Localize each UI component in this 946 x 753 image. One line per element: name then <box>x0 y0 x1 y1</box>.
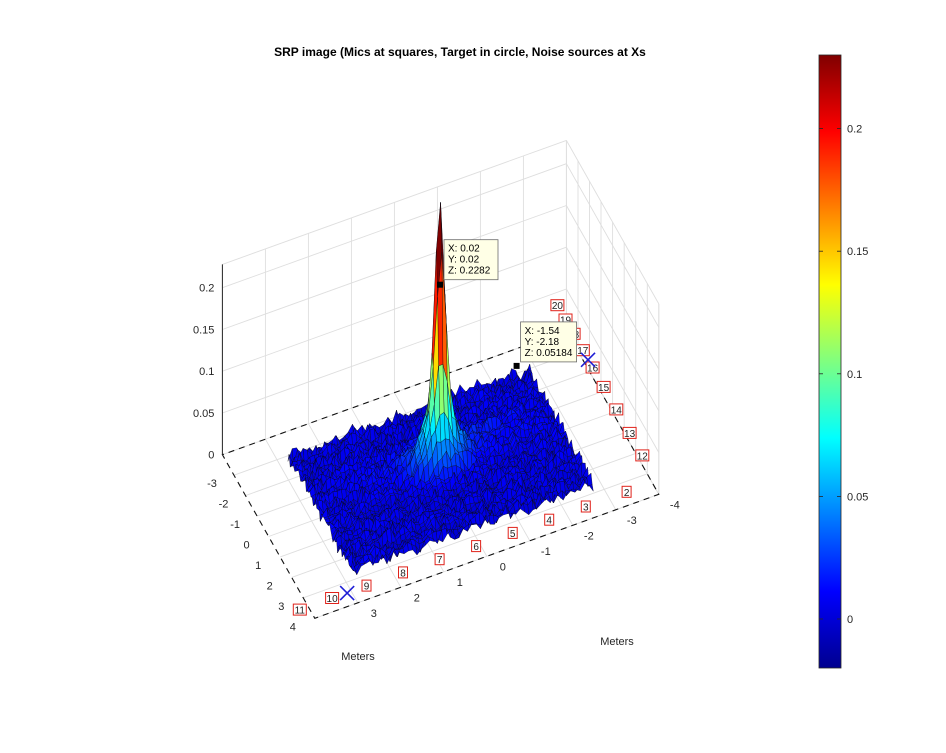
mic-marker: 10 <box>325 592 340 605</box>
grid-line <box>222 288 567 414</box>
y-tick-label: 0 <box>500 561 506 573</box>
mic-label: 20 <box>552 301 564 312</box>
x-tick-label: 3 <box>278 601 284 613</box>
z-tick-label: 0.05 <box>193 408 214 420</box>
mic-marker: 12 <box>635 449 650 462</box>
y-tick-label: 1 <box>457 577 463 589</box>
y-axis-label: Meters <box>600 636 634 648</box>
colorbar-tick-label: 0 <box>847 614 853 626</box>
mic-label: 6 <box>473 542 479 553</box>
x-tick-label: 0 <box>244 540 250 552</box>
mic-marker: 14 <box>609 403 624 416</box>
mic-marker: 6 <box>471 540 482 553</box>
x-tick-label: 2 <box>267 580 273 592</box>
mic-label: 4 <box>546 516 552 527</box>
grid-line <box>222 139 567 265</box>
mic-marker: 4 <box>544 513 555 527</box>
grid-line <box>566 163 660 328</box>
datatip-line: Y: 0.02 <box>448 255 480 266</box>
mic-label: 10 <box>327 594 339 605</box>
mic-label: 17 <box>577 346 589 357</box>
x-tick-label: 1 <box>255 560 261 572</box>
colorbar-gradient <box>818 54 842 669</box>
mic-label: 2 <box>624 488 630 499</box>
mic-marker: 3 <box>580 500 591 514</box>
z-tick-label: 0 <box>208 450 214 462</box>
colorbar-tick-label: 0.15 <box>847 246 868 258</box>
mic-marker: 9 <box>361 579 372 593</box>
mic-label: 14 <box>611 405 623 416</box>
y-tick-label: -3 <box>627 515 637 527</box>
mic-label: 15 <box>598 383 610 394</box>
mic-label: 13 <box>624 429 636 440</box>
grid-line <box>566 246 660 412</box>
grid-line <box>222 246 567 372</box>
datatip: X: 0.02Y: 0.02Z: 0.2282 <box>437 239 499 288</box>
y-tick-label: 2 <box>414 592 420 604</box>
mic-marker: 11 <box>292 603 307 617</box>
x-tick-label: -2 <box>219 499 229 511</box>
mic-label: 3 <box>583 503 589 514</box>
mic-label: 9 <box>364 582 370 593</box>
colorbar-tick-label: 0.1 <box>847 369 862 381</box>
marker-layer: 234567891011121314151617181920 <box>292 299 650 617</box>
x-axis-label: Meters <box>341 651 375 663</box>
floor-outline <box>221 330 660 619</box>
grid-line <box>566 205 660 370</box>
noise-source-marker <box>339 585 355 601</box>
x-tick-label: -1 <box>230 519 240 531</box>
mic-label: 11 <box>295 606 306 617</box>
mic-label: 12 <box>637 451 649 462</box>
mic-label: 5 <box>510 529 516 540</box>
mic-label: 16 <box>587 364 599 375</box>
x-tick-label: 4 <box>290 621 296 633</box>
datatip: X: -1.54Y: -2.18Z: 0.05184 <box>513 321 577 369</box>
surface-facet <box>351 561 357 575</box>
y-tick-label: -2 <box>584 530 594 542</box>
y-tick-label: -1 <box>541 546 551 558</box>
grid-line <box>566 140 660 305</box>
datatip-line: Z: 0.2282 <box>448 266 491 277</box>
floor-frame <box>221 330 660 619</box>
mic-marker: 8 <box>398 566 408 579</box>
x-tick-label: -3 <box>207 478 217 490</box>
y-tick-label: -4 <box>670 499 680 511</box>
mic-label: 8 <box>400 568 406 579</box>
z-tick-label: 0.15 <box>193 325 214 337</box>
mic-label: 19 <box>560 316 572 327</box>
mic-marker: 5 <box>507 526 518 540</box>
mic-marker: 20 <box>550 299 565 312</box>
mic-marker: 15 <box>596 380 611 394</box>
grid-line <box>222 205 567 330</box>
datatip-line: X: -1.54 <box>525 326 560 337</box>
colorbar-tick-label: 0.05 <box>847 491 868 503</box>
grid-line <box>265 438 359 604</box>
srp-surface <box>287 202 594 576</box>
z-tick-label: 0.1 <box>199 366 214 378</box>
mic-marker: 16 <box>585 361 600 375</box>
colorbar-tick-label: 0.2 <box>847 124 862 136</box>
datatip-line: Y: -2.18 <box>525 337 560 348</box>
mic-label: 7 <box>437 555 443 566</box>
noise-source-marker <box>580 352 596 368</box>
mic-marker: 7 <box>434 553 445 566</box>
chart-title: SRP image (Mics at squares, Target in ci… <box>274 45 646 59</box>
grid-line <box>523 345 617 511</box>
datatip-line: X: 0.02 <box>448 244 480 255</box>
colorbar: 0 0.05 0.1 0.15 0.2 <box>818 54 868 669</box>
grid-line <box>566 288 660 453</box>
z-tick-label: 0.2 <box>199 283 214 295</box>
grid-line <box>222 163 567 289</box>
y-tick-label: 3 <box>371 608 377 620</box>
mic-marker: 13 <box>622 426 637 440</box>
mic-marker: 2 <box>621 485 632 499</box>
datatip-line: Z: 0.05184 <box>525 348 573 359</box>
